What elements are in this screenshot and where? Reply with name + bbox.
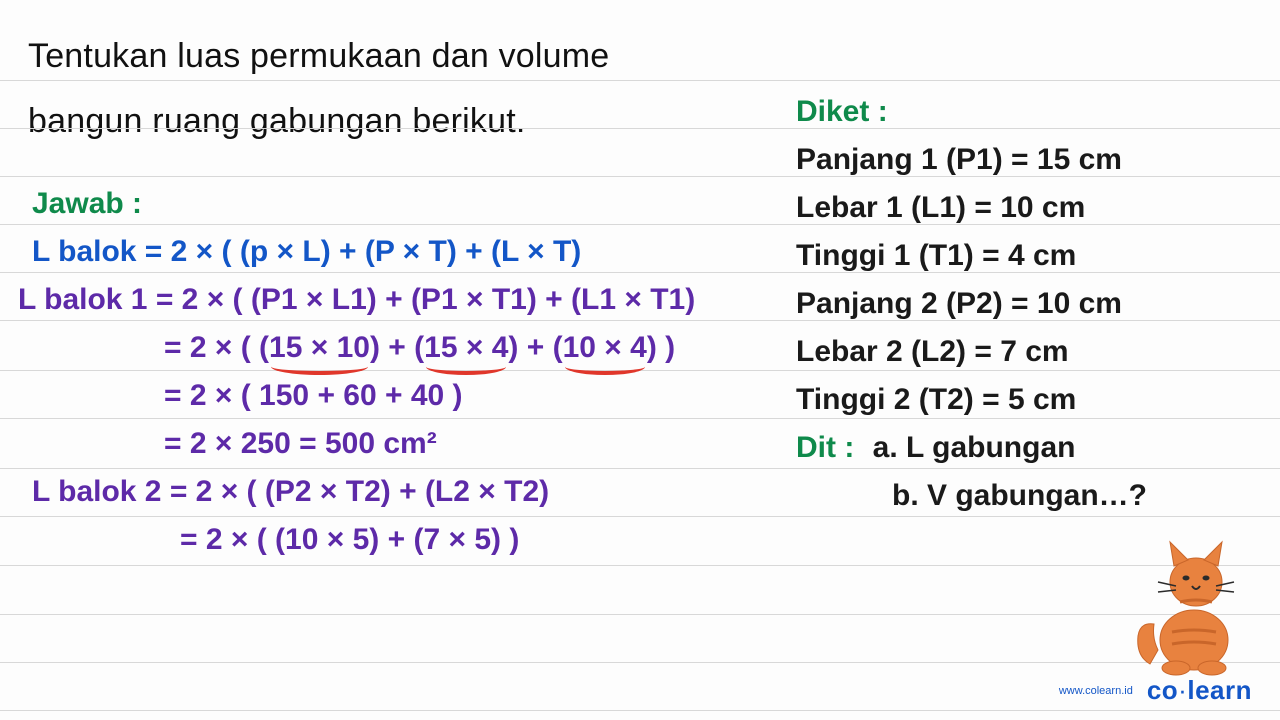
b1l2-u1: 15 × 10 (269, 324, 370, 372)
given-column: Diket : Panjang 1 (P1) = 15 cm Lebar 1 (… (796, 88, 1246, 520)
page: Tentukan luas permukaan dan volume bangu… (0, 0, 1280, 720)
given-l2: Lebar 2 (L2) = 7 cm (796, 328, 1246, 376)
solution-column: Jawab : L balok = 2 × ( (p × L) + (P × T… (32, 180, 772, 564)
b1l2-u3: 10 × 4 (563, 324, 647, 372)
jawab-heading: Jawab : (32, 180, 772, 228)
diket-heading: Diket : (796, 88, 1246, 136)
b1l2-pre: = 2 × ( ( (164, 331, 269, 364)
formula-balok: L balok = 2 × ( (p × L) + (P × T) + (L ×… (32, 228, 772, 276)
question-text: Tentukan luas permukaan dan volume bangu… (28, 24, 668, 153)
given-p1: Panjang 1 (P1) = 15 cm (796, 136, 1246, 184)
balok2-line1: L balok 2 = 2 × ( (P2 × T2) + (L2 × T2) (32, 468, 772, 516)
dit-line-a: Dit : a. L gabungan (796, 424, 1246, 472)
question-line-2: bangun ruang gabungan berikut. (28, 102, 526, 140)
footer-url: www.colearn.id (1059, 685, 1133, 697)
brand-logo: co·learn (1147, 675, 1252, 706)
brand-learn: learn (1187, 675, 1252, 705)
balok2-line2: = 2 × ( (10 × 5) + (7 × 5) ) (32, 516, 772, 564)
given-t2: Tinggi 2 (T2) = 5 cm (796, 376, 1246, 424)
balok1-line3: = 2 × ( 150 + 60 + 40 ) (32, 372, 772, 420)
dit-a: a. L gabungan (873, 431, 1076, 464)
given-p2: Panjang 2 (P2) = 10 cm (796, 280, 1246, 328)
balok1-line4: = 2 × 250 = 500 cm² (32, 420, 772, 468)
cat-illustration (1132, 536, 1252, 676)
given-l1: Lebar 1 (L1) = 10 cm (796, 184, 1246, 232)
balok1-line2: = 2 × ( (15 × 10) + (15 × 4) + (10 × 4) … (32, 324, 772, 372)
b1l2-post: ) ) (647, 331, 675, 364)
brand-co: co (1147, 675, 1178, 705)
dit-heading: Dit : (796, 431, 854, 464)
brand-dot: · (1178, 675, 1187, 705)
question-line-1: Tentukan luas permukaan dan volume (28, 37, 609, 75)
b1l2-m2: ) + ( (508, 331, 562, 364)
footer: www.colearn.id co·learn (1059, 675, 1252, 706)
balok1-line1: L balok 1 = 2 × ( (P1 × L1) + (P1 × T1) … (18, 276, 772, 324)
b1l2-m1: ) + ( (370, 331, 424, 364)
given-t1: Tinggi 1 (T1) = 4 cm (796, 232, 1246, 280)
dit-b: b. V gabungan…? (796, 472, 1246, 520)
b1l2-u2: 15 × 4 (424, 324, 508, 372)
